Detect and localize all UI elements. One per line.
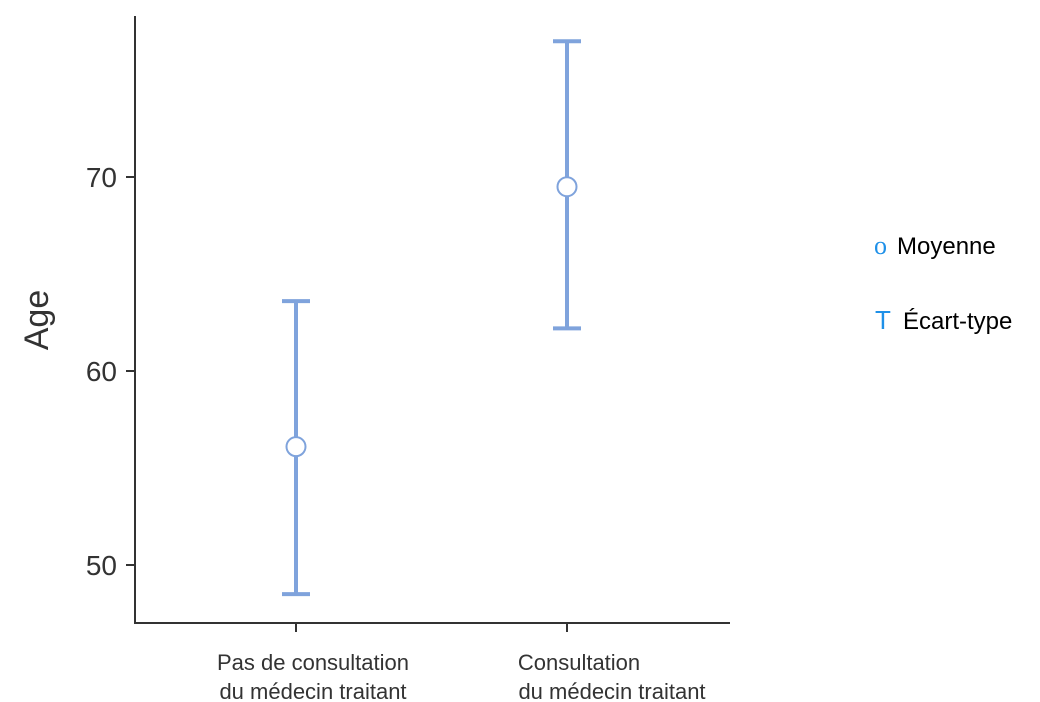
legend-sd-label: Écart-type [903, 308, 1012, 335]
legend-mean-label: Moyenne [897, 233, 996, 260]
legend-sd-glyph: T [875, 305, 891, 335]
x-tick-label-line: du médecin traitant [518, 679, 705, 702]
errorbar-group [282, 299, 310, 597]
x-tick-label-line: du médecin traitant [219, 679, 406, 702]
series [282, 39, 581, 597]
errorbar-group [553, 39, 581, 331]
y-ticks: 50 60 70 [86, 162, 135, 581]
y-tick-label: 70 [86, 162, 117, 193]
y-axis-label: Age [18, 290, 56, 351]
mean-point [556, 176, 578, 198]
legend: o Moyenne T Écart-type [874, 231, 1012, 335]
y-tick-label: 60 [86, 356, 117, 387]
y-tick-label: 50 [86, 550, 117, 581]
x-ticks: Pas de consultation du médecin traitantCo… [217, 623, 706, 702]
x-tick-label: Consultation du médecin traitant [518, 650, 706, 702]
x-tick-label: Pas de consultation du médecin traitant [217, 650, 409, 702]
mean-point [285, 436, 307, 458]
x-tick-label-line: Pas de consultation [217, 650, 409, 675]
x-tick-label-line: Consultation [518, 650, 640, 675]
legend-mean-glyph: o [874, 231, 887, 260]
